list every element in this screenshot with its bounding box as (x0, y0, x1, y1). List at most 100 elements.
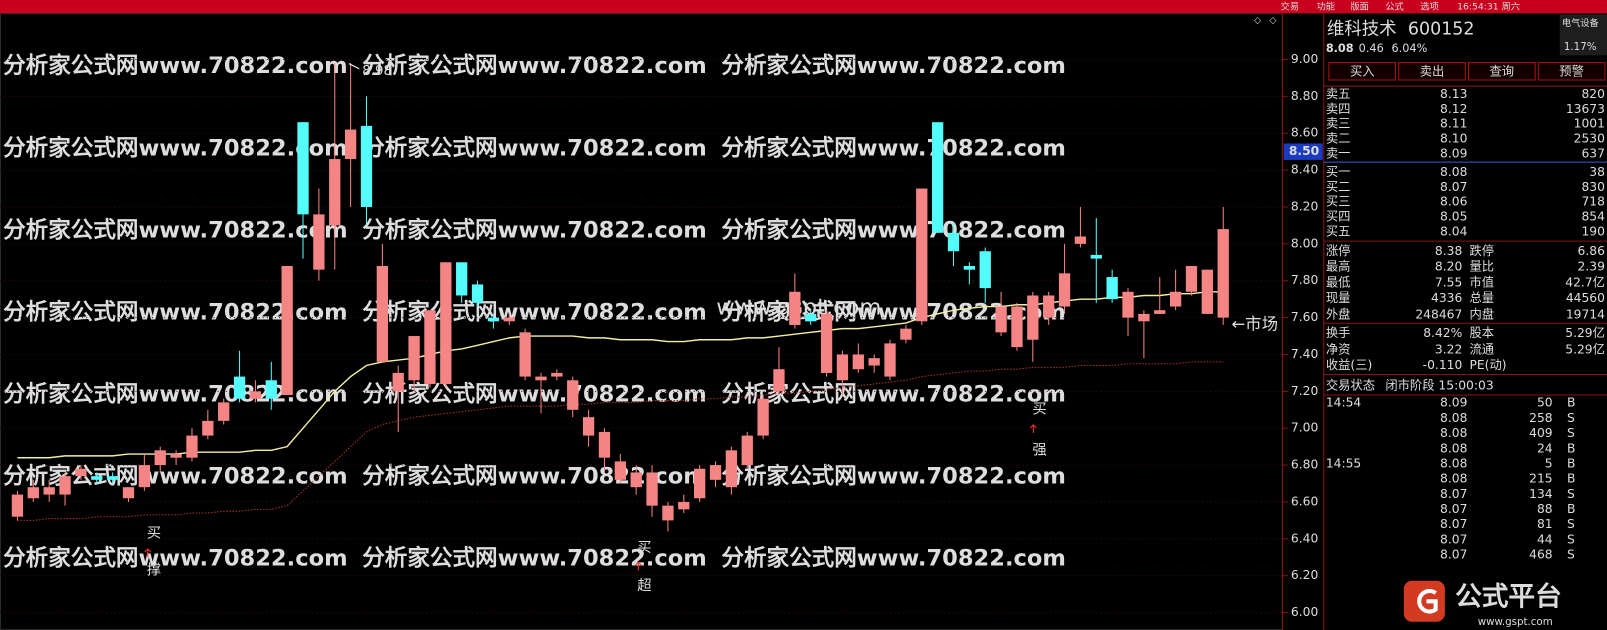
stock-code: 600152 (1408, 20, 1475, 40)
candle-body (75, 468, 87, 477)
stat-value: 5.29亿 (1565, 325, 1605, 340)
stat-label: 量比 (1469, 259, 1494, 273)
candle-body (694, 468, 706, 499)
stat-value: 8.20 (1435, 259, 1462, 273)
menu-item[interactable]: 选项 (1420, 1, 1438, 13)
trade-volume: 5 (1545, 456, 1553, 470)
candle-body (249, 391, 262, 399)
trade-side: B (1567, 441, 1575, 455)
logo-icon (1403, 580, 1445, 622)
button[interactable] (1398, 62, 1466, 81)
button[interactable] (1328, 62, 1397, 81)
candle-body (725, 450, 738, 488)
trade-volume: 50 (1537, 396, 1553, 410)
book-price: 8.04 (1440, 224, 1468, 238)
book-label: 买四 (1326, 210, 1351, 224)
book-volume: 854 (1581, 210, 1605, 224)
y-tick-label: 7.40 (1291, 347, 1318, 361)
stat-label: 换手 (1326, 326, 1351, 340)
trade-price: 8.09 (1440, 396, 1467, 410)
trade-side: S (1567, 487, 1575, 501)
y-tick-label: 8.60 (1291, 126, 1318, 140)
watermark: 分析家公式网www.70822.com (3, 298, 348, 325)
annotation: 超 (637, 577, 651, 594)
logo-glyph (1417, 589, 1438, 614)
stat-value: 8.38 (1435, 244, 1462, 258)
y-tick-label: 8.20 (1291, 199, 1318, 213)
trade-volume: 88 (1537, 502, 1553, 516)
button-label[interactable]: 买入 (1350, 64, 1375, 78)
stat-label: 市值 (1469, 275, 1494, 290)
menu-item[interactable]: 交易 (1281, 1, 1299, 13)
button-label[interactable]: 卖出 (1420, 64, 1445, 78)
button-label[interactable]: 预警 (1559, 63, 1584, 78)
candle-body (281, 265, 293, 396)
menu-item[interactable]: 公式 (1385, 1, 1403, 13)
candle-body (1185, 265, 1198, 292)
candle-body (947, 232, 960, 252)
stat-label: 外盘 (1326, 307, 1351, 322)
book-price: 8.11 (1440, 117, 1467, 131)
stat-value: 44560 (1566, 291, 1605, 305)
candle-body (218, 402, 230, 421)
book-price: 8.06 (1440, 195, 1468, 209)
book-volume: 2530 (1574, 132, 1605, 146)
trade-price: 8.08 (1440, 472, 1467, 486)
book-label: 买三 (1326, 195, 1351, 209)
sector-change: 1.17% (1564, 41, 1597, 53)
menu-item[interactable]: 功能 (1317, 1, 1335, 13)
status-value: 闭市阶段 15:00:03 (1385, 377, 1493, 392)
trade-side: B (1567, 396, 1575, 410)
watermark: 分析家公式网www.70822.com (721, 134, 1066, 161)
candle-body (614, 461, 626, 480)
button[interactable] (1467, 62, 1536, 81)
candle-body (630, 472, 642, 488)
candle-body (122, 487, 135, 499)
candle-body (344, 129, 357, 160)
menu-item[interactable]: 16:54:31 周六 (1457, 1, 1520, 13)
stat-label: 现量 (1326, 291, 1351, 305)
candle-body (805, 313, 817, 322)
book-price: 8.07 (1440, 180, 1467, 194)
book-volume: 830 (1581, 180, 1604, 194)
stat-value: 248467 (1415, 308, 1462, 322)
book-volume: 190 (1581, 224, 1604, 238)
y-tick-label: 8.80 (1291, 89, 1318, 103)
y-tick-label: 8.40 (1291, 163, 1318, 177)
y-tick-label: 6.20 (1291, 568, 1318, 582)
signal-arrow (634, 561, 642, 571)
watermark: 分析家公式网www.70822.com (3, 381, 348, 408)
trade-time: 14:54 (1326, 396, 1362, 410)
candle-body (1154, 310, 1166, 314)
stat-label: 净资 (1326, 342, 1351, 356)
button[interactable] (1537, 62, 1606, 81)
watermark: 分析家公式网www.70822.com (3, 216, 348, 243)
stat-label: 总量 (1469, 291, 1494, 305)
trade-volume: 81 (1537, 517, 1553, 531)
book-volume: 13673 (1566, 102, 1605, 116)
book-label: 买五 (1326, 224, 1351, 238)
change-pct: 6.04% (1392, 42, 1428, 55)
trade-volume: 409 (1529, 426, 1552, 440)
trade-price: 8.07 (1440, 548, 1467, 562)
watermark: 分析家公式网www.70822.com (721, 545, 1066, 572)
button-label[interactable]: 查询 (1490, 64, 1515, 78)
candle-body (1027, 295, 1039, 340)
book-volume: 718 (1581, 195, 1604, 209)
menu-item[interactable]: 版面 (1350, 1, 1368, 13)
candle-body (773, 369, 785, 392)
candle-body (154, 450, 166, 466)
stat-label: 流通 (1469, 342, 1494, 356)
trade-time: 14:55 (1326, 456, 1361, 470)
candle-body (1043, 295, 1055, 318)
book-label: 卖二 (1326, 132, 1351, 146)
stat-label: 股本 (1469, 326, 1494, 340)
candle-body (91, 476, 103, 480)
watermark: 分析家公式网www.70822.com (3, 463, 348, 490)
candle-body (503, 317, 515, 322)
high-label: 8.98 (362, 64, 392, 79)
candle-body (360, 125, 373, 207)
candle-body (789, 291, 801, 325)
